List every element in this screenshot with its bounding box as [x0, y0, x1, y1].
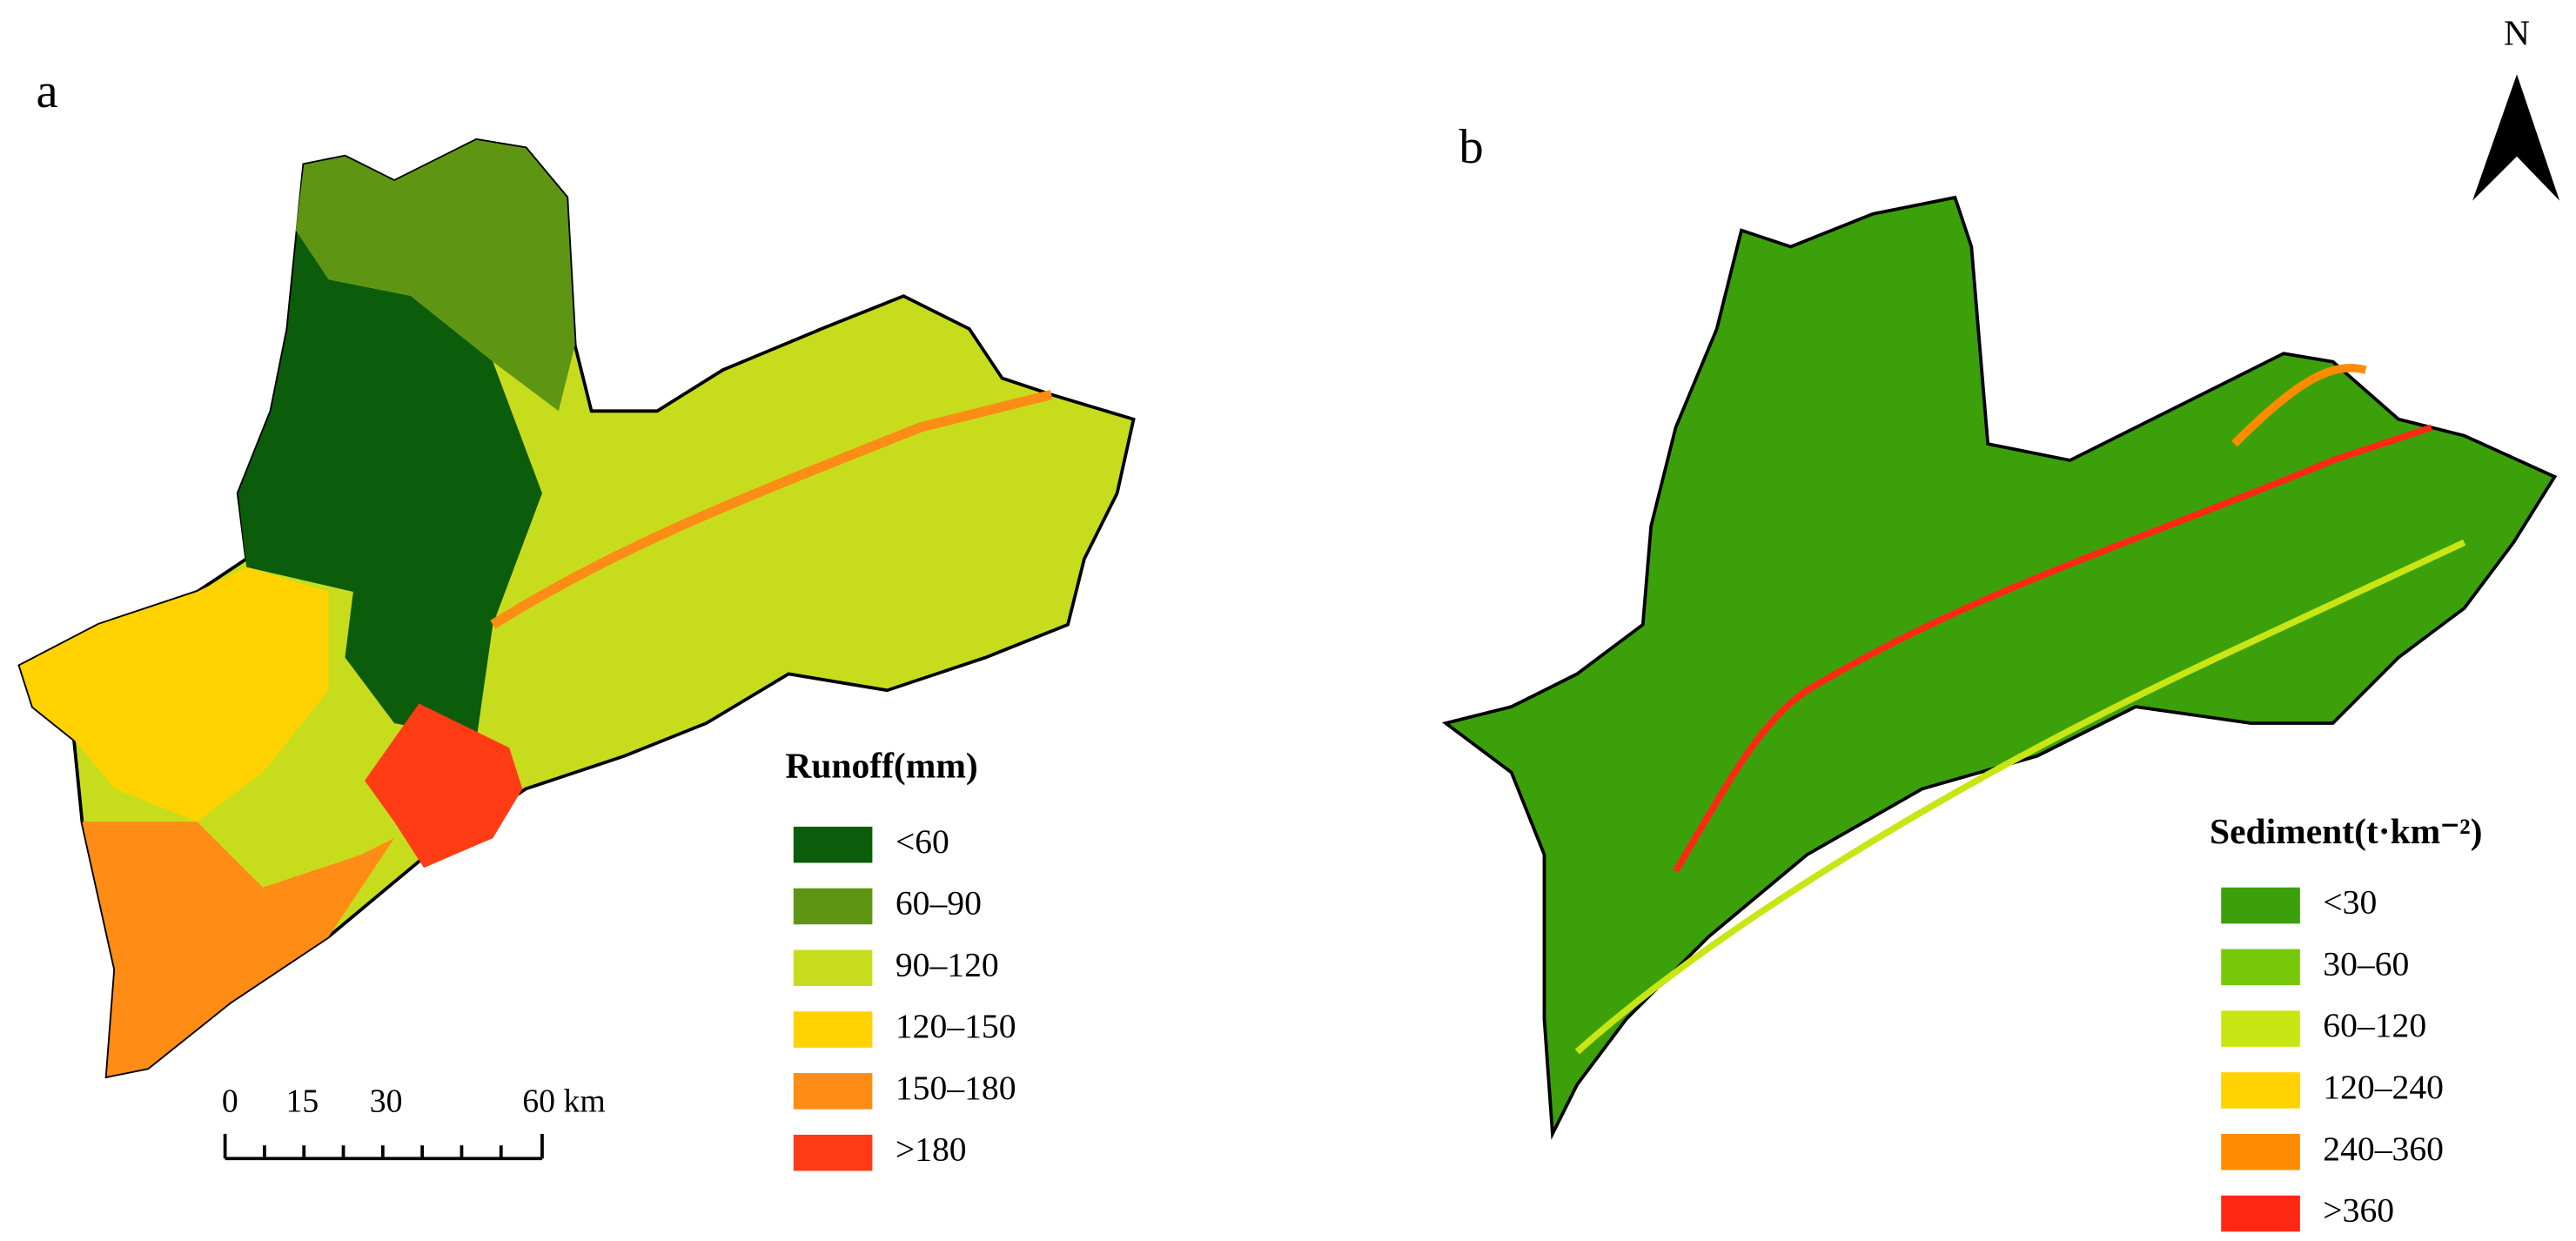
- zone-red: [365, 703, 523, 869]
- map-b: [1441, 195, 2558, 1140]
- legend-label: 60–90: [896, 884, 982, 922]
- legend-swatch: [793, 826, 873, 863]
- zone-orange: [82, 822, 395, 1077]
- legend-swatch: [793, 1011, 873, 1048]
- panel-label: a: [37, 64, 58, 118]
- legend-label: 150–180: [896, 1069, 1016, 1107]
- zone-mid: [295, 139, 575, 412]
- legend-swatch: [793, 888, 873, 925]
- legend-label: <60: [896, 822, 949, 861]
- legend-label: 30–60: [2323, 944, 2409, 983]
- legends: Runoff(mm) <60 60–90 90–120 120–150 150–180 >1…: [785, 745, 2482, 1232]
- north-label: N: [2504, 12, 2530, 52]
- scale-label: 0: [222, 1083, 238, 1120]
- panel-label: b: [1459, 120, 1483, 174]
- legend-swatch: [2221, 1195, 2300, 1232]
- map-a: [17, 138, 1136, 1079]
- legend-label: <30: [2323, 883, 2377, 922]
- scale-label: 30: [370, 1083, 403, 1120]
- scale-label: 15: [285, 1083, 319, 1120]
- legend-label: 90–120: [896, 945, 999, 983]
- zone-yellow: [19, 567, 329, 822]
- basin-b: [1441, 195, 2558, 1140]
- legend-swatch: [793, 1073, 873, 1110]
- scale-bar: [223, 1133, 544, 1161]
- legend-swatch: [2221, 1133, 2300, 1171]
- legend-label: 120–240: [2323, 1068, 2444, 1106]
- legend-label: 240–360: [2323, 1130, 2444, 1168]
- legend-label: >360: [2323, 1191, 2394, 1230]
- legend-label: 120–150: [896, 1007, 1016, 1045]
- legend-title: Sediment(t·km⁻²): [2210, 811, 2482, 852]
- streak: [1673, 424, 2433, 873]
- legend-swatch: [2221, 1010, 2300, 1047]
- legend-swatch: [2221, 887, 2300, 924]
- legend-swatch: [793, 949, 873, 987]
- legend-swatch: [2221, 949, 2300, 986]
- streak: [2231, 364, 2367, 447]
- streak: [490, 389, 1053, 629]
- north-arrow: [2472, 74, 2560, 201]
- legend-label: >180: [896, 1130, 967, 1169]
- legend-title: Runoff(mm): [785, 745, 977, 786]
- legend-label: 60–120: [2323, 1006, 2426, 1044]
- legend-swatch: [2221, 1072, 2300, 1109]
- legend-swatch: [793, 1134, 873, 1171]
- streak: [1574, 539, 2466, 1055]
- scale-label: 60 km: [522, 1083, 605, 1120]
